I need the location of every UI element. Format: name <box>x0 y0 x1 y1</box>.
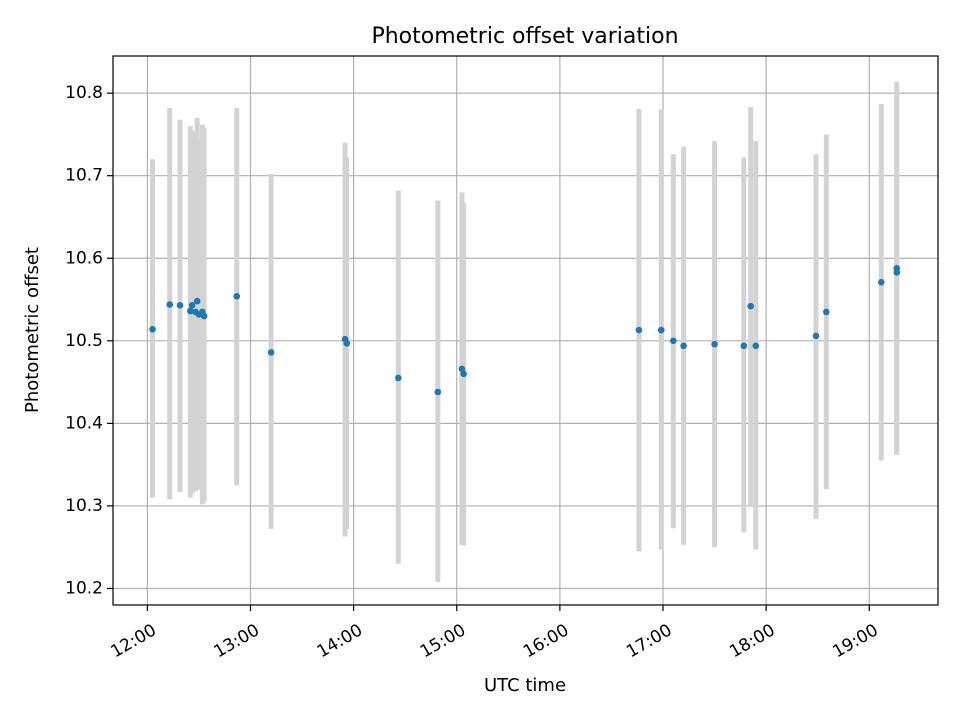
y-tick-label: 10.7 <box>65 166 103 186</box>
point-layer <box>149 264 901 396</box>
y-tick-label: 10.3 <box>65 496 103 516</box>
data-point <box>893 268 901 276</box>
data-point <box>176 302 184 309</box>
data-point <box>188 302 196 309</box>
data-point <box>747 302 754 310</box>
x-tick-label: 18:00 <box>726 620 778 662</box>
data-point <box>740 342 748 350</box>
data-point <box>233 292 241 300</box>
data-point <box>200 312 208 320</box>
x-tick-label: 14:00 <box>314 620 366 662</box>
plot-frame <box>112 55 939 606</box>
data-point <box>812 332 820 340</box>
y-tick-label: 10.6 <box>65 248 103 268</box>
data-point <box>343 339 351 347</box>
data-point <box>434 388 442 396</box>
y-tick-label: 10.4 <box>65 413 103 433</box>
chart-title: Photometric offset variation <box>371 24 678 49</box>
data-point <box>193 297 201 305</box>
data-point <box>149 325 156 333</box>
x-tick-label: 17:00 <box>623 620 675 662</box>
errorbar-layer <box>150 81 900 582</box>
x-tick-label: 12:00 <box>107 620 159 662</box>
y-tick-label: 10.5 <box>65 331 103 351</box>
data-point <box>267 349 275 356</box>
data-point <box>752 342 760 350</box>
tick-layer: 12:00 13:00 14:00 15:00 16:00 17:00 18:00 19:00… <box>65 83 882 662</box>
data-point <box>187 307 194 315</box>
x-tick-label: 16:00 <box>520 620 572 662</box>
data-point <box>395 374 402 382</box>
data-point <box>877 278 885 286</box>
x-tick-label: 15:00 <box>417 620 469 662</box>
data-point <box>458 365 466 373</box>
x-tick-label: 13:00 <box>211 620 263 662</box>
data-point <box>680 342 687 350</box>
data-point <box>635 326 643 334</box>
x-axis-label: UTC time <box>484 675 566 696</box>
data-point <box>711 340 718 348</box>
x-tick-label: 19:00 <box>829 620 881 662</box>
data-point <box>657 326 665 334</box>
y-tick-label: 10.2 <box>65 578 103 598</box>
data-point <box>822 308 830 316</box>
data-point <box>166 301 174 308</box>
y-tick-label: 10.8 <box>65 83 103 103</box>
data-point <box>460 370 467 378</box>
data-point <box>670 337 677 345</box>
y-axis-label: Photometric offset <box>22 247 43 413</box>
